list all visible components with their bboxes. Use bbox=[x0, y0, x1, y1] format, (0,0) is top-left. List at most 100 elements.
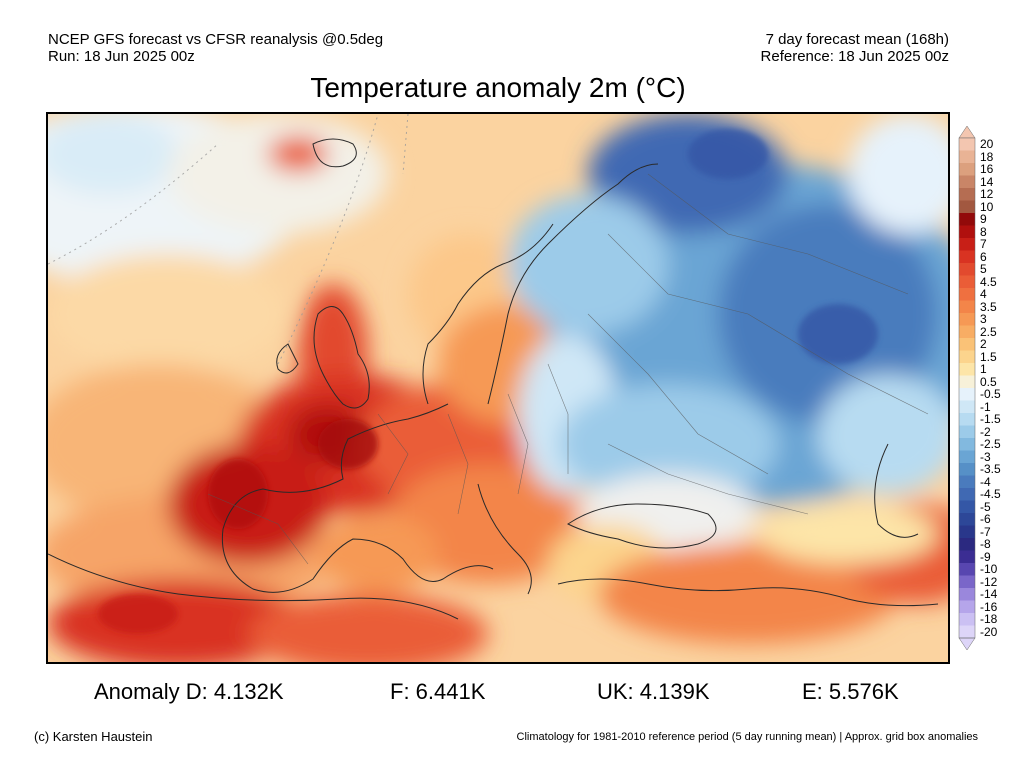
colorbar-label: -2.5 bbox=[980, 437, 1001, 452]
colorbar-swatch bbox=[959, 188, 975, 201]
colorbar-label: -7 bbox=[980, 524, 991, 539]
header-left: NCEP GFS forecast vs CFSR reanalysis @0.… bbox=[48, 31, 383, 65]
colorbar-swatch bbox=[959, 575, 975, 589]
colorbar-swatch bbox=[959, 525, 975, 539]
colorbar-label: -2 bbox=[980, 424, 991, 439]
colorbar-swatch bbox=[959, 625, 975, 639]
copyright: (c) Karsten Haustein bbox=[34, 729, 153, 744]
colorbar-bottom-arrow bbox=[958, 637, 976, 651]
colorbar-swatch bbox=[959, 488, 975, 501]
colorbar-label: 20 bbox=[980, 137, 994, 152]
colorbar-swatch bbox=[959, 338, 975, 351]
colorbar-swatch bbox=[959, 313, 975, 326]
colorbar-label: -9 bbox=[980, 549, 991, 564]
colorbar-swatch bbox=[959, 375, 975, 389]
model-description: NCEP GFS forecast vs CFSR reanalysis @0.… bbox=[48, 31, 384, 48]
colorbar-swatch bbox=[959, 175, 975, 189]
forecast-period: 7 day forecast mean (168h) bbox=[765, 31, 949, 48]
colorbar-label: 7 bbox=[980, 237, 987, 252]
colorbar-label: -5 bbox=[980, 499, 991, 514]
colorbar-swatch bbox=[959, 400, 975, 414]
colorbar-label: -12 bbox=[980, 574, 998, 589]
colorbar-label: 3.5 bbox=[980, 299, 997, 314]
colorbar-swatch bbox=[959, 225, 975, 239]
colorbar-swatch bbox=[959, 475, 975, 489]
colorbar-label: 2 bbox=[980, 337, 987, 352]
colorbar-swatch bbox=[959, 325, 975, 339]
colorbar-label: -1.5 bbox=[980, 412, 1001, 427]
colorbar-label: 8 bbox=[980, 224, 987, 239]
colorbar-label: 2.5 bbox=[980, 324, 997, 339]
colorbar-label: -3.5 bbox=[980, 462, 1001, 477]
colorbar-swatch bbox=[959, 363, 975, 376]
graticule bbox=[48, 114, 409, 365]
colorbar-swatch bbox=[959, 138, 975, 151]
anomaly-detail bbox=[98, 129, 878, 634]
colorbar-swatch bbox=[959, 425, 975, 439]
borders bbox=[207, 173, 929, 565]
colorbar-swatch bbox=[959, 263, 975, 276]
colorbar-label: 3 bbox=[980, 312, 987, 327]
colorbar-swatch bbox=[959, 563, 975, 576]
colorbar-label: 1 bbox=[980, 362, 987, 377]
colorbar-label: 4.5 bbox=[980, 274, 997, 289]
colorbar-label: 0.5 bbox=[980, 374, 997, 389]
colorbar-swatch bbox=[959, 550, 975, 564]
colorbar-swatch bbox=[959, 288, 975, 301]
header-right: 7 day forecast mean (168h) Reference: 18… bbox=[761, 31, 949, 65]
colorbar-swatch bbox=[959, 250, 975, 264]
colorbar-swatch bbox=[959, 500, 975, 514]
colorbar-outline bbox=[958, 137, 976, 639]
colorbar-swatch bbox=[959, 538, 975, 551]
colorbar-svg bbox=[958, 125, 976, 651]
colorbar-label: 12 bbox=[980, 187, 994, 202]
colorbar-swatch bbox=[959, 463, 975, 476]
colorbar-swatch bbox=[959, 413, 975, 426]
map-canvas bbox=[48, 114, 948, 662]
colorbar bbox=[958, 125, 976, 651]
colorbar-swatch bbox=[959, 388, 975, 401]
regional-anomalies: Anomaly D: 4.132K F: 6.441K UK: 4.139K E… bbox=[0, 679, 1024, 709]
colorbar-swatch bbox=[959, 300, 975, 314]
colorbar-swatch bbox=[959, 163, 975, 176]
colorbar-label: -8 bbox=[980, 537, 991, 552]
colorbar-swatch bbox=[959, 350, 975, 364]
colorbar-swatch bbox=[959, 200, 975, 214]
colorbar-swatch bbox=[959, 238, 975, 251]
colorbar-label: -14 bbox=[980, 587, 998, 602]
colorbar-swatch bbox=[959, 513, 975, 526]
page-title: Temperature anomaly 2m (°C) bbox=[310, 72, 686, 103]
run-time: Run: 18 Jun 2025 00z bbox=[48, 48, 195, 65]
colorbar-label: -18 bbox=[980, 612, 998, 627]
colorbar-swatch bbox=[959, 600, 975, 614]
colorbar-label: -3 bbox=[980, 449, 991, 464]
anomaly-germany: Anomaly D: 4.132K bbox=[94, 679, 284, 704]
colorbar-label: 6 bbox=[980, 249, 987, 264]
anomaly-uk: UK: 4.139K bbox=[597, 679, 710, 704]
coastlines bbox=[48, 138, 939, 620]
colorbar-label: -1 bbox=[980, 399, 991, 414]
colorbar-swatch bbox=[959, 450, 975, 464]
colorbar-label: 4 bbox=[980, 287, 987, 302]
colorbar-label: 16 bbox=[980, 162, 994, 177]
climatology-note: Climatology for 1981-2010 reference peri… bbox=[516, 731, 978, 743]
colorbar-label: 10 bbox=[980, 199, 994, 214]
colorbar-label: -4 bbox=[980, 474, 991, 489]
colorbar-label: 14 bbox=[980, 174, 994, 189]
colorbar-label: -10 bbox=[980, 562, 998, 577]
colorbar-label: 9 bbox=[980, 212, 987, 227]
anomaly-france: F: 6.441K bbox=[390, 679, 486, 704]
colorbar-label: -0.5 bbox=[980, 387, 1001, 402]
colorbar-swatch bbox=[959, 588, 975, 601]
colorbar-top-arrow bbox=[958, 125, 976, 139]
colorbar-swatch bbox=[959, 438, 975, 451]
colorbar-label: -6 bbox=[980, 512, 991, 527]
reference-time: Reference: 18 Jun 2025 00z bbox=[760, 48, 949, 65]
colorbar-label: 18 bbox=[980, 149, 994, 164]
colorbar-label: 5 bbox=[980, 262, 987, 277]
colorbar-label: -4.5 bbox=[980, 487, 1001, 502]
colorbar-label: 1.5 bbox=[980, 349, 997, 364]
colorbar-label: -16 bbox=[980, 599, 998, 614]
colorbar-swatch bbox=[959, 213, 975, 226]
colorbar-swatch bbox=[959, 613, 975, 626]
